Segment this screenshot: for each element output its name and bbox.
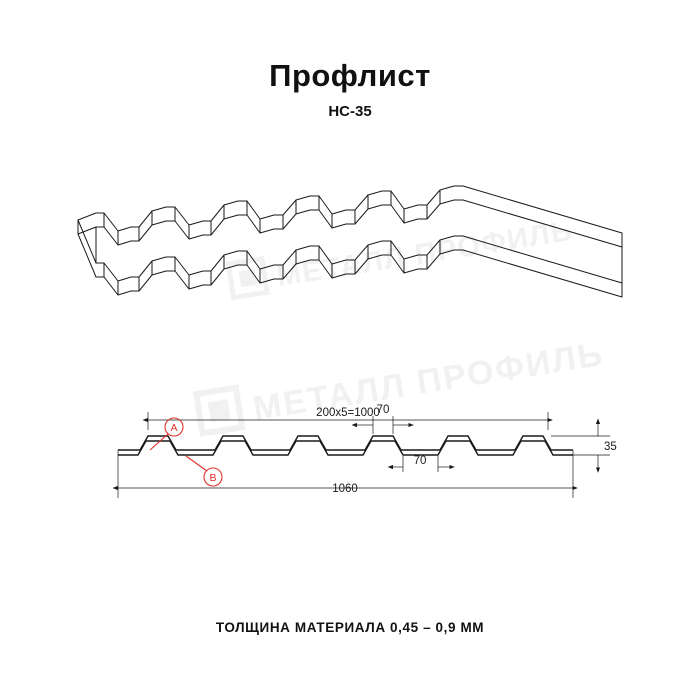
isometric-profile-illustration: [0, 185, 700, 315]
dim-overall-width: 1060: [332, 483, 358, 495]
dim-pitch-total: 200x5=1000: [316, 407, 380, 419]
cross-section-drawing: 200x5=1000 1060 70 70 35 A B: [0, 380, 700, 520]
callout-b-label: B: [209, 472, 216, 484]
material-thickness-note: ТОЛЩИНА МАТЕРИАЛА 0,45 – 0,9 ММ: [215, 620, 485, 635]
callout-b-circle: [203, 467, 223, 487]
callout-a-circle: [164, 417, 184, 437]
product-code: НС-35: [328, 103, 372, 120]
callout-a-label: A: [170, 422, 177, 434]
dim-height: 35: [604, 441, 617, 453]
dim-rib-top: 70: [377, 404, 390, 416]
dim-rib-bottom: 70: [414, 455, 427, 467]
page-title: Профлист: [269, 58, 431, 93]
